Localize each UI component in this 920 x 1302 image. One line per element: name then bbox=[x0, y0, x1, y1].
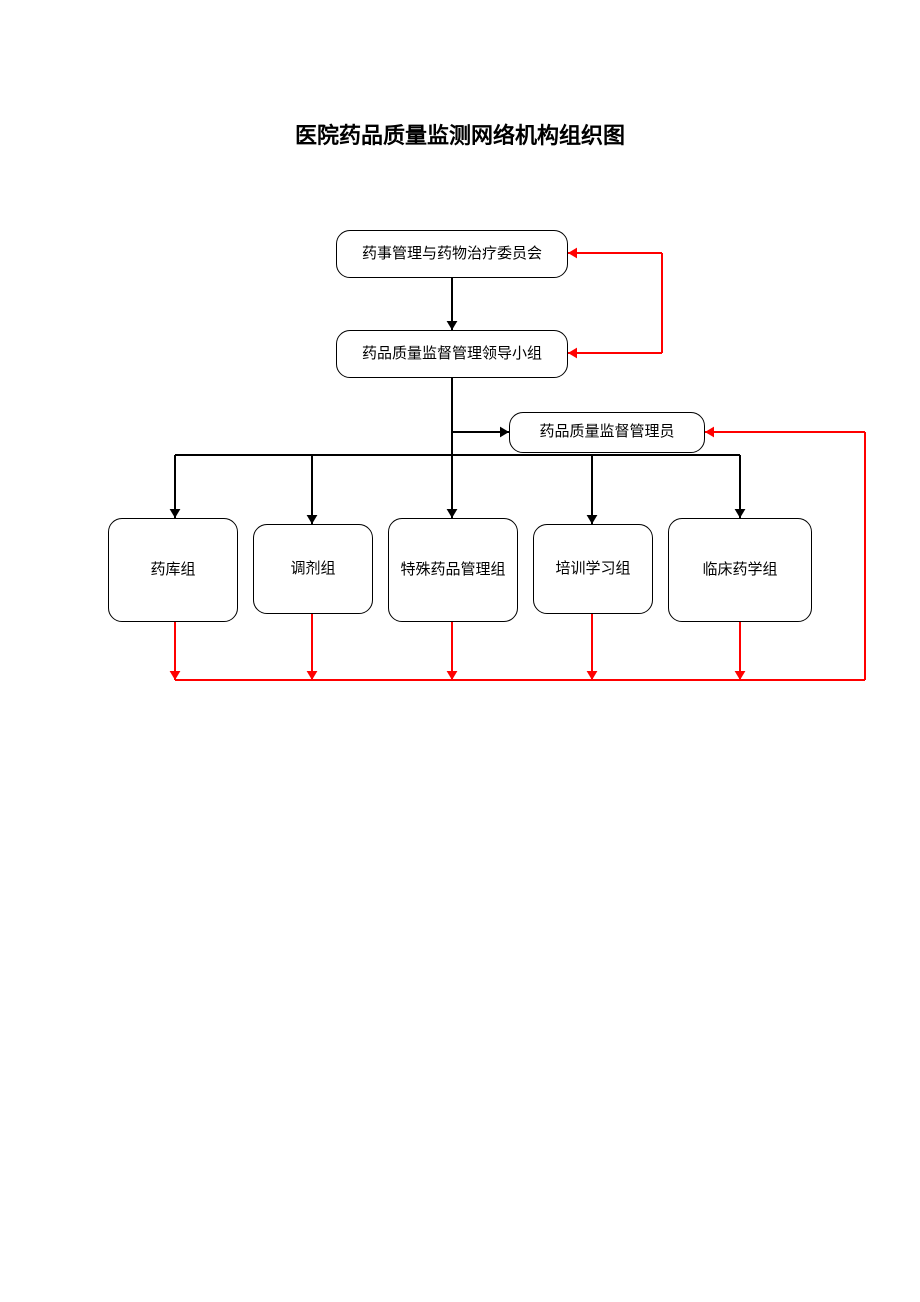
arrowhead-icon bbox=[735, 671, 746, 680]
arrowhead-icon bbox=[705, 427, 714, 438]
node-training-group: 培训学习组 bbox=[533, 524, 653, 614]
edges-layer bbox=[0, 0, 920, 1302]
arrowhead-icon bbox=[447, 671, 458, 680]
arrowhead-icon bbox=[587, 515, 598, 524]
arrowhead-icon bbox=[568, 348, 577, 359]
arrowhead-icon bbox=[170, 671, 181, 680]
node-committee: 药事管理与药物治疗委员会 bbox=[336, 230, 568, 278]
page-title: 医院药品质量监测网络机构组织图 bbox=[0, 118, 920, 150]
node-warehouse-group: 药库组 bbox=[108, 518, 238, 622]
arrowhead-icon bbox=[587, 671, 598, 680]
node-clinical-pharmacy-group: 临床药学组 bbox=[668, 518, 812, 622]
node-lead-group: 药品质量监督管理领导小组 bbox=[336, 330, 568, 378]
org-chart-page: 医院药品质量监测网络机构组织图 药事管理与药物治疗委员会药品质量监督管理领导小组… bbox=[0, 0, 920, 1302]
arrowhead-icon bbox=[447, 321, 458, 330]
black-edges bbox=[170, 278, 746, 524]
arrowhead-icon bbox=[307, 515, 318, 524]
arrowhead-icon bbox=[307, 671, 318, 680]
node-dispensing-group: 调剂组 bbox=[253, 524, 373, 614]
node-special-drug-group: 特殊药品管理组 bbox=[388, 518, 518, 622]
arrowhead-icon bbox=[500, 427, 509, 438]
arrowhead-icon bbox=[447, 509, 458, 518]
arrowhead-icon bbox=[170, 509, 181, 518]
arrowhead-icon bbox=[735, 509, 746, 518]
arrowhead-icon bbox=[568, 248, 577, 259]
node-manager: 药品质量监督管理员 bbox=[509, 412, 705, 453]
